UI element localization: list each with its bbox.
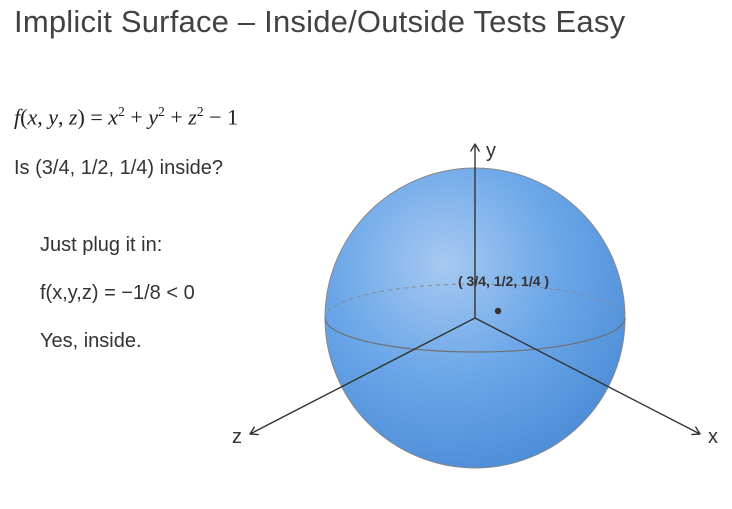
z-axis-label: z [232,426,242,449]
equation: f(x, y, z) = x2 + y2 + z2 − 1 [14,104,238,130]
y-axis-label: y [486,140,496,163]
sphere-svg [230,138,730,498]
answer-text: Yes, inside. [40,330,142,353]
point-label: ( 3/4, 1/2, 1/4 ) [458,273,549,289]
question-text: Is (3/4, 1/2, 1/4) inside? [14,157,223,180]
result-text: f(x,y,z) = −1/8 < 0 [40,282,195,305]
sphere-diagram: y x z ( 3/4, 1/2, 1/4 ) [230,138,730,498]
x-axis-label: x [708,426,718,449]
page-title: Implicit Surface – Inside/Outside Tests … [14,4,625,40]
plug-text: Just plug it in: [40,234,162,257]
